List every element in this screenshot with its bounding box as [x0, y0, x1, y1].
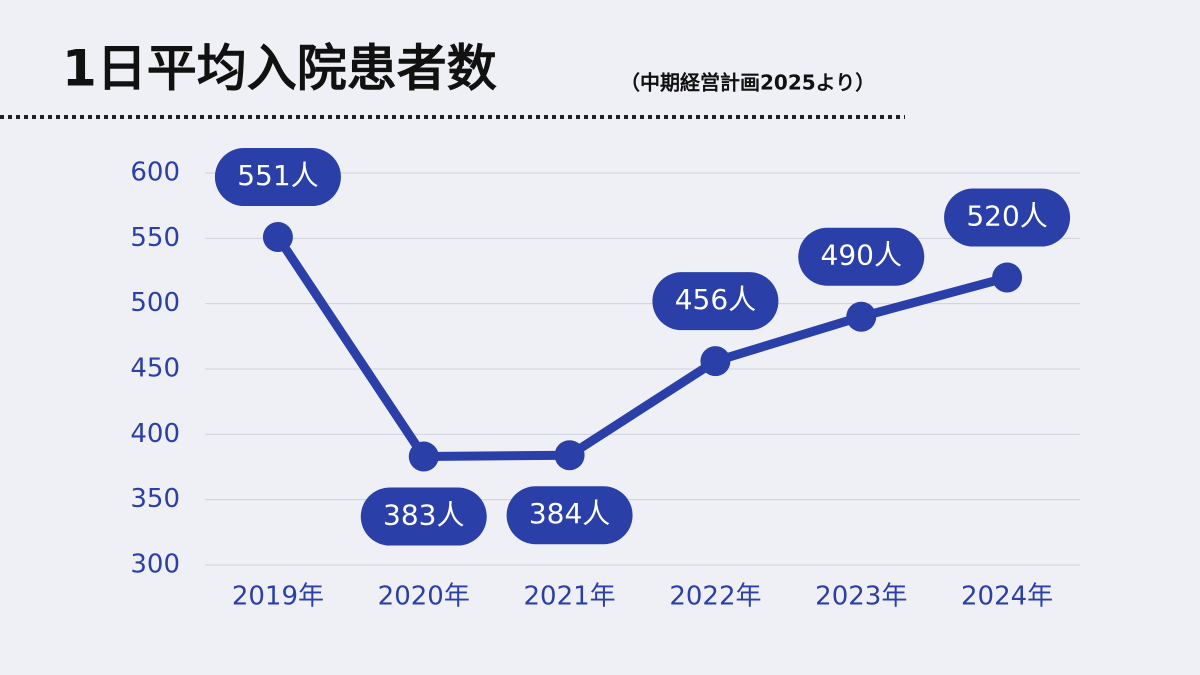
x-tick-label: 2020年 [378, 582, 470, 612]
data-point [262, 222, 293, 253]
value-label: 456人 [675, 283, 756, 316]
value-label: 490人 [821, 239, 902, 272]
value-label-bg [798, 227, 925, 286]
data-line [274, 234, 1009, 462]
data-point [846, 301, 877, 332]
data-point [700, 346, 731, 377]
chart-title: 1日平均入院患者数 [62, 40, 497, 98]
value-label-bg [214, 148, 341, 207]
data-point [992, 262, 1023, 293]
value-label-bg [652, 272, 779, 331]
data-point [408, 441, 439, 472]
value-label-bg [944, 188, 1071, 247]
x-tick-label: 2022年 [669, 582, 761, 612]
x-tick-label: 2021年 [523, 582, 615, 612]
data-point [554, 440, 585, 471]
value-label: 551人 [237, 159, 318, 192]
y-tick-label: 450 [130, 354, 180, 384]
y-tick-label: 350 [130, 484, 180, 514]
y-tick-label: 400 [130, 419, 180, 449]
value-label-bg [506, 486, 633, 545]
value-label: 383人 [383, 499, 464, 532]
y-tick-label: 550 [130, 223, 180, 253]
value-label-bg [360, 487, 487, 546]
value-label: 520人 [966, 200, 1047, 233]
y-tick-label: 500 [130, 288, 180, 318]
chart-subtitle: （中期経営計画2025より） [620, 71, 875, 95]
y-tick-label: 600 [130, 158, 180, 188]
x-tick-label: 2024年 [961, 582, 1053, 612]
x-tick-label: 2019年 [232, 582, 324, 612]
value-label: 384人 [529, 497, 610, 530]
x-tick-label: 2023年 [815, 582, 907, 612]
y-tick-label: 300 [130, 550, 180, 580]
